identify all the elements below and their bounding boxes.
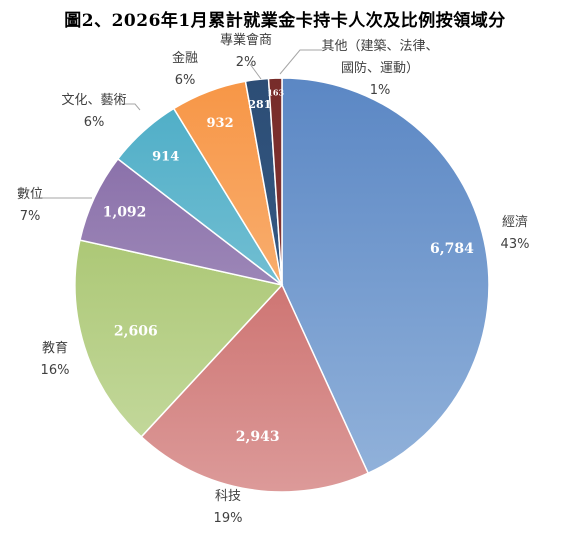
slice-value-label: 6,784 <box>430 241 474 257</box>
slice-category-label: 金融 6% <box>172 50 198 88</box>
slice-value-label: 1,092 <box>103 204 147 220</box>
slice-category-label: 經濟 43% <box>501 214 530 252</box>
leader-line <box>249 63 262 80</box>
leader-lines <box>42 49 322 199</box>
slices-layer <box>74 77 490 493</box>
slice-category-label: 文化、藝術 6% <box>61 93 126 130</box>
pie-slice <box>281 77 490 475</box>
chart-title: 圖2、2026年1月累計就業金卡持卡人次及比例按領域分 <box>64 11 506 31</box>
category-labels: 經濟 43% 科技 19% 教育 16% 數位 7% 文化、藝術 6% 金融 6% 專業會商 2% 其他（建… <box>17 32 529 526</box>
slice-value-label: 163 <box>267 87 284 97</box>
slice-value-label: 932 <box>207 116 234 131</box>
leader-line <box>279 49 322 75</box>
slice-category-label: 專業會商 2% <box>220 32 272 70</box>
slice-value-label: 914 <box>152 149 179 164</box>
slice-value-label: 281 <box>248 98 271 111</box>
leader-line <box>120 103 141 111</box>
slice-value-label: 2,606 <box>114 324 158 340</box>
pie-slice <box>140 283 370 493</box>
slice-value-label: 2,943 <box>236 429 280 445</box>
pie-slice <box>267 77 283 286</box>
slice-category-label: 其他（建築、法律、國防、運動） 1% <box>321 39 438 98</box>
pie-slice <box>74 239 284 438</box>
slice-category-label: 數位 7% <box>17 187 43 224</box>
slice-category-label: 科技 19% <box>214 489 243 526</box>
slice-category-label: 教育 16% <box>41 340 70 378</box>
